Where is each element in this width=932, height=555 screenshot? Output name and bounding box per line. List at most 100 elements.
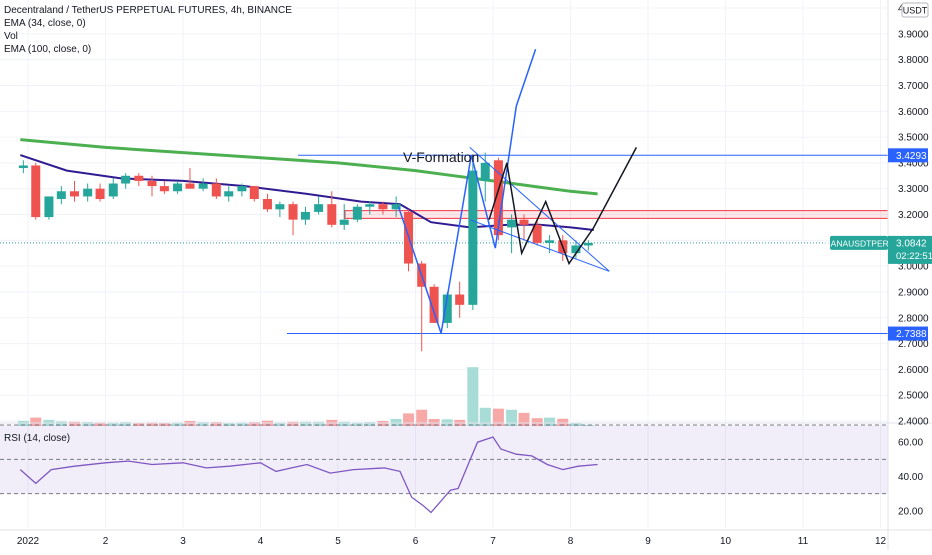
resistance-zone xyxy=(344,210,889,219)
resistance-zone-rect xyxy=(344,210,889,219)
candle-body xyxy=(95,188,105,200)
candle-body xyxy=(18,165,28,169)
time-tick-label: 5 xyxy=(335,536,341,547)
price-tick-label: 3.6000 xyxy=(898,107,929,118)
volume-bar xyxy=(158,422,170,426)
candle-body xyxy=(300,211,310,220)
candle-body xyxy=(198,183,208,189)
legend-vol: Vol xyxy=(4,31,18,42)
symbol-tag-text: MANAUSDTPERP xyxy=(824,238,895,248)
volume-bar xyxy=(236,422,248,426)
horizontal-levels xyxy=(0,154,888,335)
volume-bar xyxy=(30,417,42,426)
drawings xyxy=(397,49,638,334)
candle-body xyxy=(31,165,41,218)
time-tick-label: 7 xyxy=(490,536,496,547)
candle-body xyxy=(327,204,337,225)
candle-body xyxy=(391,204,401,210)
candle-body xyxy=(365,204,375,207)
candle-body xyxy=(493,160,503,236)
candle-body xyxy=(532,224,542,243)
candle-body xyxy=(147,180,157,187)
candle-body xyxy=(44,196,54,218)
v-formation-label: V-Formation xyxy=(403,149,479,165)
volume-bar xyxy=(274,422,286,426)
volume-bar xyxy=(210,422,222,426)
candle-body xyxy=(159,186,169,192)
rsi-tick-label: 20.00 xyxy=(898,506,923,517)
last-price-value: 3.0842 xyxy=(896,238,927,249)
volume-bar xyxy=(120,422,132,426)
v-formation-path xyxy=(397,49,537,334)
candle-body xyxy=(455,294,465,305)
volume-bar xyxy=(544,417,556,426)
volume-bar xyxy=(223,422,235,426)
rsi-pane xyxy=(0,422,932,514)
countdown-timer: 02:22:51 xyxy=(896,251,932,262)
candle-body xyxy=(237,186,247,192)
currency-label: USDT xyxy=(903,6,928,16)
candle-body xyxy=(275,204,285,210)
price-tick-label: 2.5000 xyxy=(898,391,929,402)
price-tick-label: 3.4000 xyxy=(898,158,929,169)
candle-body xyxy=(185,183,195,189)
rsi-line xyxy=(19,436,598,514)
candle-body xyxy=(468,170,478,305)
price-tick-label: 3.0000 xyxy=(898,262,929,273)
candle-body xyxy=(108,183,118,197)
volume-bar xyxy=(492,408,504,426)
volume-bar xyxy=(403,413,415,426)
legend-ema100: EMA (100, close, 0) xyxy=(4,44,92,55)
level-price-tag xyxy=(888,148,928,163)
volume-bar xyxy=(248,422,260,426)
price-tick-label: 3.8000 xyxy=(898,55,929,66)
price-tick-label: 2.8000 xyxy=(898,313,929,324)
volume-bar xyxy=(146,422,158,426)
time-tick-label: 2 xyxy=(103,536,109,547)
candle-body xyxy=(134,175,144,181)
volume-bar xyxy=(172,422,184,426)
volume-bar xyxy=(287,421,299,426)
volume-bar xyxy=(299,421,311,426)
currency-badge xyxy=(901,2,929,18)
candle-body xyxy=(262,199,272,210)
candle-body xyxy=(339,219,349,225)
candle-body xyxy=(121,175,131,184)
candle-body xyxy=(545,240,555,243)
candle-body xyxy=(480,162,490,181)
price-tick-label: 3.7000 xyxy=(898,81,929,92)
price-tick-label: 2.6000 xyxy=(898,365,929,376)
wedge-line-lower xyxy=(469,219,610,272)
grid xyxy=(0,0,888,528)
candle-body xyxy=(442,294,452,323)
time-tick-label: 6 xyxy=(413,536,419,547)
level-price-tag xyxy=(888,326,928,341)
candle-body xyxy=(583,242,593,246)
candle-body xyxy=(83,188,93,197)
price-tick-label: 3.3000 xyxy=(898,184,929,195)
rsi-tick-label: 60.00 xyxy=(898,438,923,449)
volume-bar xyxy=(313,421,325,426)
time-tick-label: 8 xyxy=(568,536,574,547)
price-tick-label: 3.5000 xyxy=(898,133,929,144)
candle-body xyxy=(571,245,581,254)
volume-bar xyxy=(82,422,94,426)
time-tick-label: 4 xyxy=(258,536,264,547)
volume-bar xyxy=(557,418,569,426)
rsi-legend: RSI (14, close) xyxy=(4,433,71,444)
volume-bar xyxy=(479,407,491,426)
time-tick-label: 9 xyxy=(645,536,651,547)
candle-body xyxy=(352,206,362,220)
volume-bar xyxy=(467,367,479,426)
volume-bar xyxy=(416,409,428,426)
candle-body xyxy=(249,186,259,200)
time-tick-label: 2022 xyxy=(17,536,40,547)
projection-path xyxy=(488,147,638,266)
wedge-line-upper xyxy=(469,147,610,272)
volume-bar xyxy=(518,412,530,426)
legend-ema34: EMA (34, close, 0) xyxy=(4,18,86,29)
volume-bar xyxy=(531,418,543,426)
